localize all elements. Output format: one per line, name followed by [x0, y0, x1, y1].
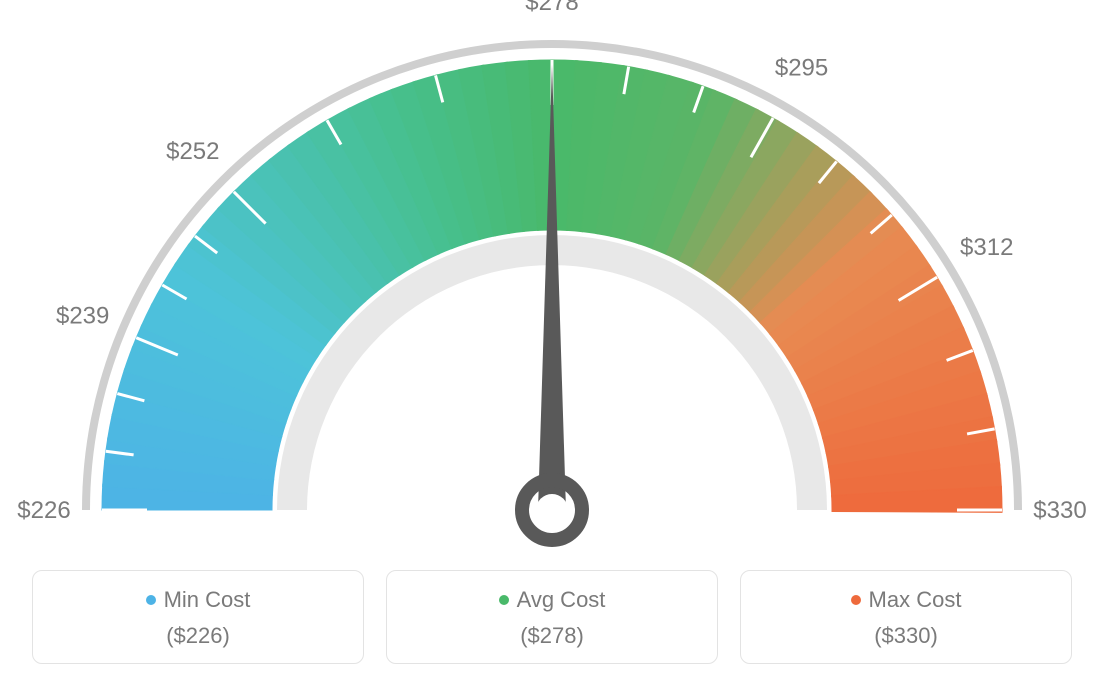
legend-dot-min — [146, 595, 156, 605]
legend-row: Min Cost ($226) Avg Cost ($278) Max Cost… — [32, 570, 1072, 664]
svg-text:$295: $295 — [775, 55, 828, 82]
svg-text:$239: $239 — [56, 303, 109, 330]
legend-title-min: Min Cost — [146, 587, 251, 613]
legend-title-max: Max Cost — [851, 587, 962, 613]
legend-card-max: Max Cost ($330) — [740, 570, 1072, 664]
legend-title-avg: Avg Cost — [499, 587, 606, 613]
gauge-svg: $226 $239 $252 $278 $295 $312 $330 — [0, 0, 1104, 560]
legend-label-avg: Avg Cost — [517, 587, 606, 613]
legend-label-min: Min Cost — [164, 587, 251, 613]
gauge-chart: $226 $239 $252 $278 $295 $312 $330 — [0, 0, 1104, 560]
legend-dot-max — [851, 595, 861, 605]
legend-dot-avg — [499, 595, 509, 605]
svg-text:$312: $312 — [960, 234, 1013, 261]
legend-card-avg: Avg Cost ($278) — [386, 570, 718, 664]
svg-text:$252: $252 — [166, 138, 219, 165]
svg-text:$330: $330 — [1033, 497, 1086, 524]
legend-value-avg: ($278) — [397, 623, 707, 649]
legend-label-max: Max Cost — [869, 587, 962, 613]
svg-text:$278: $278 — [525, 0, 578, 16]
legend-value-max: ($330) — [751, 623, 1061, 649]
legend-value-min: ($226) — [43, 623, 353, 649]
svg-text:$226: $226 — [17, 497, 70, 524]
legend-card-min: Min Cost ($226) — [32, 570, 364, 664]
